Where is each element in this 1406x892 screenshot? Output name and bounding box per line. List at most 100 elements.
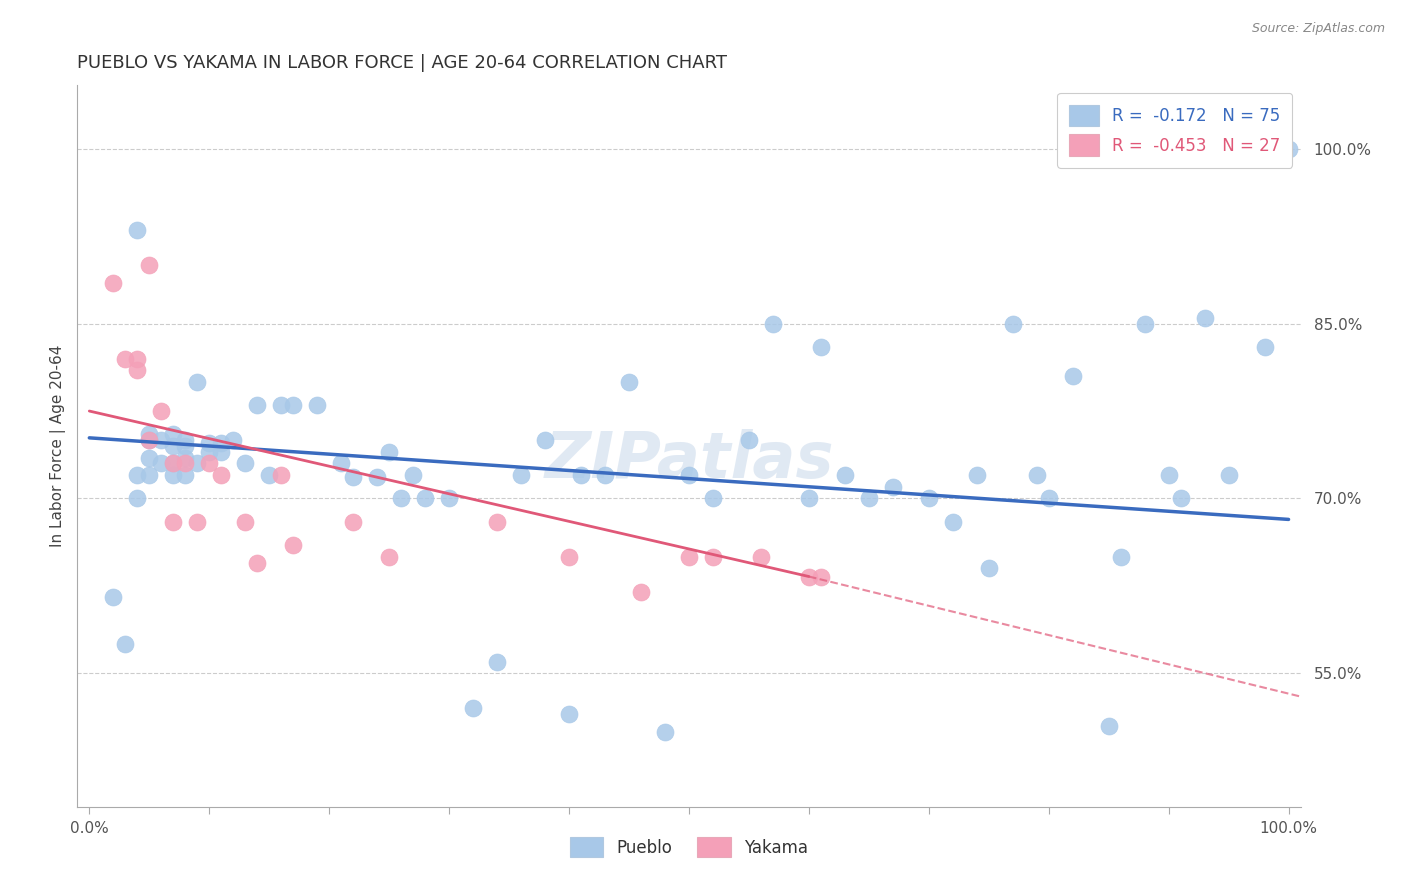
Point — [162, 515, 184, 529]
Point — [558, 549, 581, 564]
Point — [150, 457, 173, 471]
Point — [138, 259, 160, 273]
Point — [366, 470, 388, 484]
Point — [1157, 468, 1180, 483]
Point — [174, 457, 197, 471]
Point — [162, 457, 184, 471]
Point — [654, 724, 676, 739]
Point — [1253, 340, 1275, 354]
Point — [233, 515, 256, 529]
Point — [114, 351, 136, 366]
Point — [762, 317, 785, 331]
Point — [834, 468, 856, 483]
Point — [797, 569, 820, 583]
Text: PUEBLO VS YAKAMA IN LABOR FORCE | AGE 20-64 CORRELATION CHART: PUEBLO VS YAKAMA IN LABOR FORCE | AGE 20… — [77, 54, 727, 72]
Point — [138, 433, 160, 447]
Point — [246, 556, 269, 570]
Point — [569, 468, 592, 483]
Point — [114, 637, 136, 651]
Point — [413, 491, 436, 506]
Point — [702, 491, 724, 506]
Point — [1038, 491, 1060, 506]
Point — [617, 375, 640, 389]
Point — [127, 351, 149, 366]
Point — [1218, 468, 1240, 483]
Point — [966, 468, 988, 483]
Point — [209, 435, 232, 450]
Legend: Pueblo, Yakama: Pueblo, Yakama — [564, 830, 814, 864]
Point — [283, 538, 305, 552]
Point — [127, 491, 149, 506]
Point — [198, 445, 221, 459]
Point — [977, 561, 1000, 575]
Point — [162, 439, 184, 453]
Point — [246, 398, 269, 412]
Point — [702, 549, 724, 564]
Point — [1277, 142, 1299, 156]
Point — [797, 491, 820, 506]
Point — [162, 427, 184, 442]
Point — [389, 491, 412, 506]
Point — [330, 457, 353, 471]
Point — [1098, 719, 1121, 733]
Point — [1001, 317, 1024, 331]
Point — [174, 439, 197, 453]
Point — [127, 468, 149, 483]
Point — [918, 491, 941, 506]
Point — [162, 468, 184, 483]
Point — [174, 450, 197, 465]
Point — [461, 701, 484, 715]
Point — [186, 457, 208, 471]
Point — [174, 468, 197, 483]
Point — [1025, 468, 1047, 483]
Point — [486, 655, 509, 669]
Point — [270, 398, 292, 412]
Point — [307, 398, 329, 412]
Point — [858, 491, 880, 506]
Point — [283, 398, 305, 412]
Point — [749, 549, 772, 564]
Point — [1109, 549, 1132, 564]
Point — [233, 457, 256, 471]
Point — [342, 515, 364, 529]
Point — [1133, 317, 1156, 331]
Point — [222, 433, 245, 447]
Point — [127, 363, 149, 377]
Point — [150, 404, 173, 418]
Point — [150, 433, 173, 447]
Point — [738, 433, 761, 447]
Point — [103, 276, 125, 290]
Point — [138, 468, 160, 483]
Point — [270, 468, 292, 483]
Point — [209, 468, 232, 483]
Point — [198, 435, 221, 450]
Point — [162, 457, 184, 471]
Point — [942, 515, 965, 529]
Point — [209, 445, 232, 459]
Point — [138, 433, 160, 447]
Point — [378, 445, 401, 459]
Point — [558, 706, 581, 721]
Point — [678, 468, 700, 483]
Point — [402, 468, 425, 483]
Point — [510, 468, 533, 483]
Point — [437, 491, 460, 506]
Point — [630, 584, 652, 599]
Point — [1170, 491, 1192, 506]
Point — [138, 450, 160, 465]
Point — [593, 468, 616, 483]
Point — [1194, 310, 1216, 325]
Point — [882, 480, 904, 494]
Point — [378, 549, 401, 564]
Point — [198, 457, 221, 471]
Point — [810, 569, 832, 583]
Point — [486, 515, 509, 529]
Point — [138, 427, 160, 442]
Text: Source: ZipAtlas.com: Source: ZipAtlas.com — [1251, 22, 1385, 36]
Point — [342, 470, 364, 484]
Text: ZIPatlas: ZIPatlas — [544, 429, 834, 491]
Point — [103, 591, 125, 605]
Point — [534, 433, 557, 447]
Point — [127, 223, 149, 237]
Point — [186, 375, 208, 389]
